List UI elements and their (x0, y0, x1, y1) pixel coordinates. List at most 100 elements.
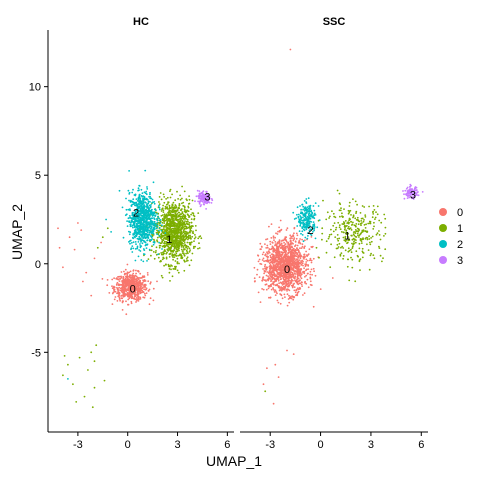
data-point (265, 267, 268, 270)
data-point (155, 253, 158, 256)
data-point (156, 221, 159, 224)
data-point (335, 226, 338, 229)
ssc-cluster-label-3: 3 (410, 190, 416, 202)
data-point (173, 230, 176, 233)
data-point (125, 280, 128, 283)
data-point (337, 239, 340, 242)
data-point (302, 255, 305, 258)
outlier-point (63, 355, 66, 357)
data-point (158, 241, 161, 244)
data-point (188, 221, 191, 224)
data-point (357, 228, 360, 231)
data-point (118, 275, 121, 278)
data-point (306, 237, 309, 240)
hc-cluster-2-points (118, 169, 167, 263)
data-point (336, 189, 339, 192)
data-point (157, 256, 160, 259)
data-point (372, 205, 375, 207)
legend-swatch (439, 208, 447, 216)
data-point (135, 243, 137, 246)
data-point (329, 215, 331, 218)
data-point (195, 195, 198, 198)
data-point (342, 247, 345, 249)
data-point (307, 272, 309, 275)
data-point (280, 251, 283, 254)
data-point (160, 214, 163, 217)
outlier-point (106, 227, 109, 230)
data-point (365, 223, 367, 226)
data-point (262, 268, 264, 270)
data-point (194, 234, 196, 236)
data-point (173, 268, 176, 270)
data-point (156, 227, 158, 230)
data-point (175, 252, 178, 255)
x-axis-title: UMAP_1 (206, 453, 262, 469)
data-point (124, 283, 127, 286)
data-point (135, 225, 137, 228)
data-point (118, 189, 121, 192)
data-point (143, 280, 146, 282)
data-point (160, 232, 163, 235)
data-point (114, 296, 117, 298)
data-point (171, 225, 174, 227)
data-point (281, 282, 284, 284)
outlier-point (93, 257, 96, 260)
data-point (150, 212, 152, 214)
data-point (269, 240, 272, 243)
data-point (142, 206, 145, 209)
data-point (376, 232, 379, 235)
data-point (143, 219, 146, 221)
data-point (174, 247, 176, 249)
data-point (129, 239, 132, 242)
data-point (353, 242, 355, 245)
data-point (264, 270, 267, 273)
data-point (257, 291, 260, 294)
data-point (126, 273, 128, 275)
data-point (300, 273, 303, 276)
data-point (183, 205, 186, 208)
data-point (190, 221, 193, 224)
data-point (275, 249, 278, 252)
data-point (260, 263, 263, 265)
data-point (273, 248, 276, 251)
data-point (140, 194, 143, 197)
data-point (118, 295, 121, 297)
data-point (163, 264, 166, 267)
data-point (153, 202, 156, 205)
data-point (160, 274, 163, 277)
data-point (279, 255, 282, 257)
data-point (127, 230, 130, 233)
data-point (130, 247, 133, 250)
data-point (162, 193, 165, 196)
data-point (135, 282, 138, 284)
data-point (142, 260, 145, 263)
data-point (334, 228, 337, 231)
hc-cluster-1-points (139, 185, 203, 282)
data-point (300, 283, 303, 286)
data-point (136, 245, 139, 248)
data-point (172, 250, 174, 253)
data-point (170, 246, 173, 249)
data-point (302, 240, 305, 243)
data-point (169, 218, 172, 221)
outlier-point (85, 271, 88, 274)
data-point (346, 265, 349, 268)
data-point (278, 282, 280, 285)
data-point (383, 235, 385, 237)
data-point (111, 287, 114, 290)
data-point (350, 248, 352, 251)
data-point (295, 294, 297, 297)
data-point (348, 279, 351, 282)
data-point (297, 267, 300, 270)
data-point (150, 249, 153, 252)
data-point (175, 206, 178, 208)
data-point (292, 298, 295, 301)
data-point (306, 206, 309, 209)
data-point (137, 229, 139, 232)
data-point (189, 229, 192, 232)
data-point (144, 227, 147, 230)
data-point (188, 198, 191, 201)
data-point (142, 211, 145, 214)
data-point (359, 212, 362, 214)
data-point (266, 271, 269, 273)
